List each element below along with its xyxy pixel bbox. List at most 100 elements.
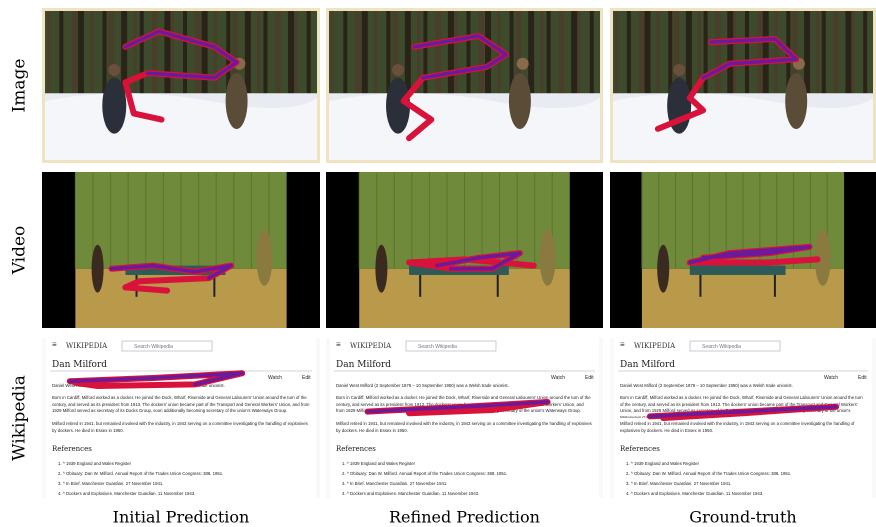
row-label: Image: [10, 59, 30, 113]
tree: [644, 11, 651, 108]
panel: ≡ WIKIPEDIA Search Wikipedia Dan Milford Wat…: [610, 338, 876, 498]
reference: 3. ^ In Brief. Manchester Guardian. 27 N…: [58, 481, 163, 486]
person: [225, 73, 248, 129]
tree: [244, 11, 251, 108]
search-placeholder: Search Wikipedia: [418, 344, 457, 350]
tree: [685, 11, 692, 108]
tree: [815, 11, 819, 108]
panel: [42, 172, 320, 328]
person: [785, 73, 808, 129]
tree: [727, 11, 734, 108]
article-title: Dan Milford: [52, 360, 107, 370]
row-label: Video: [10, 226, 30, 276]
tree: [423, 11, 428, 108]
tree: [466, 11, 471, 108]
player: [539, 229, 556, 286]
tree: [213, 11, 217, 108]
content: [330, 338, 599, 498]
tree: [745, 11, 749, 108]
trajectory-overlay: [412, 34, 508, 80]
person: [102, 77, 127, 134]
tree: [733, 11, 737, 108]
wiki-logo: WIKIPEDIA: [350, 342, 392, 350]
edit: Edit: [585, 375, 594, 381]
panel: [610, 172, 876, 328]
panel: ≡ WIKIPEDIA Search Wikipedia Dan Milford Wat…: [42, 338, 320, 498]
tree: [577, 11, 581, 108]
menu-icon: ≡: [620, 340, 625, 349]
tree: [288, 11, 295, 108]
menu-icon: ≡: [52, 340, 57, 349]
edit: Edit: [302, 375, 311, 381]
column-label: Refined Prediction: [389, 508, 540, 527]
column-label: Ground-truth: [689, 508, 796, 527]
paragraph-box: Milford retired in 1941, but remained in…: [336, 421, 592, 433]
reference: 2. ^ Obituary: Dan W. Milford. Annual Re…: [626, 471, 791, 476]
paragraph: Milford retired in 1941, but remained in…: [52, 421, 308, 433]
player: [256, 229, 273, 286]
tree: [355, 11, 361, 108]
tree: [821, 11, 826, 108]
search-placeholder: Search Wikipedia: [702, 344, 741, 350]
floor: [359, 268, 570, 328]
player: [814, 229, 831, 286]
paragraph: Daniel West Milford (3 September 1878 – …: [620, 383, 793, 388]
reference: 1. ^ 1939 England and Wales Register: [342, 461, 416, 466]
search-placeholder: Search Wikipedia: [134, 344, 173, 350]
tree: [703, 11, 708, 108]
article-title: Dan Milford: [620, 360, 675, 370]
person-head: [392, 64, 405, 76]
floor: [641, 268, 845, 328]
trajectory-overlay: [123, 29, 239, 80]
reference: 2. ^ Obituary: Dan W. Milford. Annual Re…: [342, 471, 507, 476]
tree: [108, 11, 114, 108]
person: [386, 77, 411, 134]
player: [657, 244, 670, 293]
article-title: Dan Milford: [336, 360, 391, 370]
tree: [435, 11, 441, 108]
tree: [485, 11, 492, 108]
player: [91, 244, 104, 293]
references-heading: References: [336, 445, 376, 453]
tree: [515, 11, 521, 108]
tree: [656, 11, 660, 108]
reference: 4. ^ Dockers and Explosives. Manchester …: [58, 491, 195, 496]
paragraph-box: Milford retired in 1941, but remained in…: [52, 421, 308, 433]
reference: 4. ^ Dockers and Explosives. Manchester …: [626, 491, 763, 496]
paragraph: Milford retired in 1941, but remained in…: [620, 421, 855, 433]
person-head: [516, 57, 529, 70]
reference: 3. ^ In Brief. Manchester Guardian. 27 N…: [626, 481, 731, 486]
tree: [139, 11, 144, 108]
tree: [589, 11, 594, 108]
tree: [509, 11, 514, 108]
trajectory-overlay: [435, 251, 522, 271]
tree: [674, 11, 680, 108]
watch: Watch: [551, 375, 565, 381]
column-label: Initial Prediction: [113, 508, 250, 527]
tree: [47, 11, 50, 108]
tree: [121, 11, 128, 108]
reference: 4. ^ Dockers and Explosives. Manchester …: [342, 491, 479, 496]
person-head: [673, 64, 686, 76]
search-box: [689, 340, 781, 352]
tree: [77, 11, 84, 108]
tree: [275, 11, 281, 108]
reference: 1. ^ 1939 England and Wales Register: [626, 461, 700, 466]
reference: 3. ^ In Brief. Manchester Guardian. 27 N…: [342, 481, 447, 486]
tree: [715, 11, 721, 108]
tree: [102, 11, 107, 108]
tree: [404, 11, 411, 108]
tree: [528, 11, 535, 108]
paragraph: Milford retired in 1941, but remained in…: [336, 421, 592, 433]
references-heading: References: [620, 445, 660, 453]
references-heading: References: [52, 445, 92, 453]
tree: [851, 11, 855, 108]
tree: [59, 11, 64, 108]
tree: [71, 11, 77, 108]
tree: [392, 11, 398, 108]
content: [46, 338, 316, 498]
tree: [546, 11, 551, 108]
paragraph-box: Milford retired in 1941, but remained in…: [620, 421, 855, 433]
trajectory-overlay: [688, 245, 812, 265]
paragraph-box: Born in Cardiff, Milford worked as a doc…: [52, 395, 309, 413]
